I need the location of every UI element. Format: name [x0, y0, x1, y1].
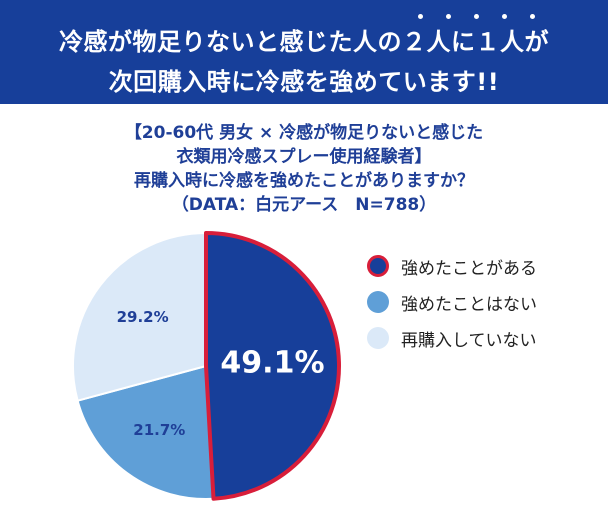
emphasis-dot: [446, 14, 451, 19]
emphasis-dot: [474, 14, 479, 19]
pie-value-label: 29.2%: [117, 308, 169, 326]
legend-label: 強めたことはない: [401, 294, 537, 315]
legend-label: 強めたことがある: [401, 258, 537, 279]
legend-swatch: [367, 327, 389, 349]
headline-line-2: 次回購入時に冷感を強めています!!: [108, 68, 500, 96]
pie-value-label: 21.7%: [133, 421, 185, 439]
legend-item: 強めたことはない: [367, 284, 537, 320]
pie-value-label: 49.1%: [220, 346, 324, 381]
legend-swatch: [367, 291, 389, 313]
legend-item: 再購入していない: [367, 320, 537, 356]
legend-item: 強めたことがある: [367, 248, 537, 284]
legend-label: 再購入していない: [401, 330, 537, 351]
pie-slice-highlight: [204, 231, 341, 501]
headline-line-1: 冷感が物足りないと感じた人の２人に１人が: [59, 28, 549, 56]
legend: 強めたことがある 強めたことはない 再購入していない: [367, 248, 537, 356]
emphasis-dot: [418, 14, 423, 19]
survey-question: 再購入時に冷感を強めたことがありますか？: [134, 171, 474, 191]
pie-slice: [72, 231, 207, 402]
emphasis-dot: [530, 14, 535, 19]
emphasis-dot: [502, 14, 507, 19]
survey-target-line-2: 衣類用冷感スプレー使用経験者】: [176, 147, 432, 167]
survey-data-source: （DATA：白元アース N=788）: [171, 195, 437, 215]
pie-slice: [76, 364, 215, 500]
headline-banner: 冷感が物足りないと感じた人の２人に１人が 次回購入時に冷感を強めています!!: [0, 0, 608, 104]
survey-target-line-1: 【20-60代 男女 × 冷感が物足りないと感じた: [124, 123, 484, 143]
legend-swatch: [367, 255, 389, 277]
